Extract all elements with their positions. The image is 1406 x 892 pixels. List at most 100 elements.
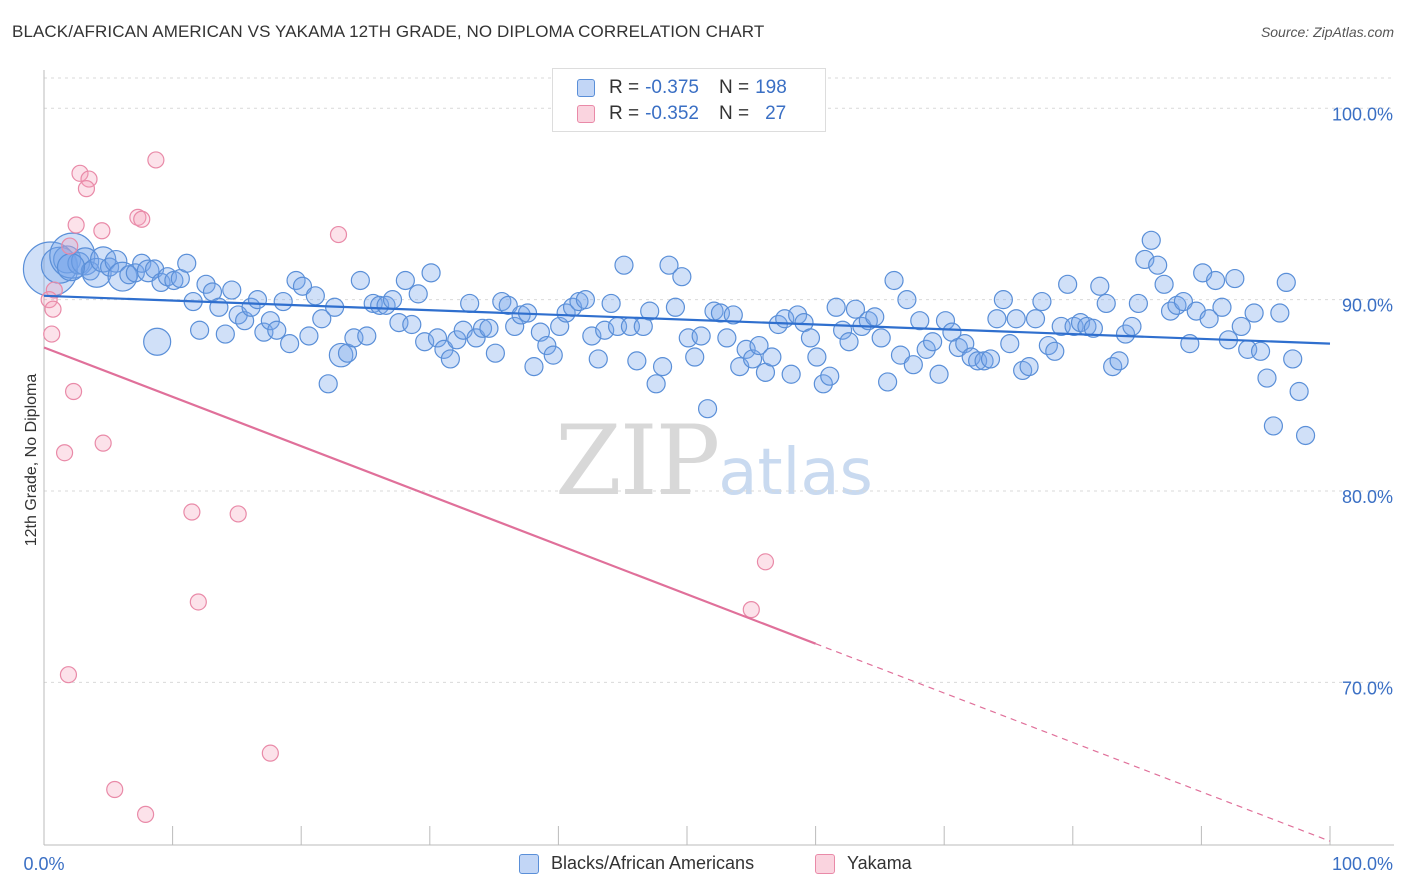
legend-swatch-blue: [519, 853, 539, 874]
data-point-blacks: [104, 249, 128, 273]
data-point-blacks: [1257, 368, 1277, 388]
trendline-yakama-extrapolated: [815, 643, 1331, 842]
x-tick-label: 100.0%: [1332, 854, 1393, 874]
data-point-blacks: [1115, 324, 1136, 344]
r-label: R =: [609, 77, 640, 98]
data-point-blacks: [447, 330, 467, 350]
data-point-blacks: [1019, 357, 1039, 377]
data-point-yakama: [77, 180, 96, 198]
data-point-blacks: [143, 327, 172, 356]
data-point-blacks: [1225, 268, 1245, 289]
r-label: R =: [609, 103, 640, 124]
data-point-blacks: [665, 297, 686, 317]
data-point-blacks: [402, 314, 422, 335]
data-point-blacks: [1045, 341, 1065, 361]
data-point-blacks: [1270, 303, 1290, 323]
data-point-blacks: [659, 255, 679, 275]
data-point-blacks: [299, 326, 319, 346]
data-point-yakama: [133, 210, 151, 228]
data-point-blacks: [81, 257, 112, 288]
data-point-blacks: [305, 286, 325, 306]
data-point-yakama: [44, 300, 62, 318]
legend-item-yakama[interactable]: Yakama: [815, 853, 912, 874]
data-point-blacks: [736, 339, 756, 359]
data-point-blacks: [1205, 270, 1226, 291]
y-tick-label: 70.0%: [1342, 678, 1393, 698]
data-point-blacks: [601, 293, 621, 314]
data-point-blacks: [505, 316, 525, 337]
data-point-blacks: [215, 324, 235, 344]
data-point-blacks: [1122, 316, 1142, 337]
data-point-blacks: [292, 276, 313, 296]
data-point-yakama: [71, 164, 89, 182]
data-point-blacks: [543, 345, 563, 365]
data-point-blacks: [260, 311, 280, 331]
data-point-blacks: [800, 328, 821, 348]
data-point-blacks: [1283, 349, 1303, 369]
data-point-blacks: [395, 270, 415, 291]
n-value: 198: [755, 77, 787, 98]
data-point-blacks: [1128, 293, 1148, 314]
zipatlas-watermark: ZIPatlas: [555, 405, 873, 517]
data-point-blacks: [884, 270, 904, 291]
data-point-blacks: [190, 320, 210, 340]
data-point-blacks: [646, 374, 666, 394]
data-point-yakama: [61, 237, 79, 255]
data-point-blacks: [382, 290, 403, 310]
legend-label: Blacks/African Americans: [551, 853, 755, 873]
data-point-yakama: [94, 434, 112, 452]
data-point-blacks: [929, 364, 949, 384]
data-point-blacks: [1173, 291, 1193, 312]
data-point-yakama: [43, 325, 61, 343]
data-point-blacks: [472, 318, 493, 338]
data-point-blacks: [434, 339, 454, 359]
data-point-blacks: [1289, 381, 1309, 402]
data-point-blacks: [222, 280, 242, 300]
data-point-yakama: [67, 216, 85, 234]
data-point-blacks: [627, 351, 647, 371]
data-point-blacks: [890, 345, 911, 365]
data-point-blacks: [1109, 351, 1129, 371]
data-point-blacks: [916, 339, 936, 359]
data-point-blacks: [247, 290, 268, 310]
data-point-blacks: [691, 326, 711, 346]
chart-title: BLACK/AFRICAN AMERICAN VS YAKAMA 12TH GR…: [12, 22, 765, 41]
data-point-blacks: [871, 328, 891, 348]
data-point-blacks: [408, 284, 428, 304]
data-point-blacks: [1250, 341, 1271, 361]
data-point-blacks: [328, 342, 354, 368]
source-label: Source: ZipAtlas.com: [1260, 24, 1394, 40]
data-point-blacks: [196, 274, 216, 294]
data-point-blacks: [350, 270, 370, 291]
data-point-blacks: [498, 295, 518, 315]
data-point-blacks: [749, 335, 769, 356]
legend-label: Yakama: [847, 853, 912, 873]
data-point-blacks: [1244, 303, 1264, 323]
y-tick-label: 100.0%: [1332, 104, 1393, 124]
data-point-blacks: [357, 326, 377, 346]
data-point-blacks: [595, 320, 615, 340]
data-point-blacks: [1032, 291, 1052, 312]
x-tick-label: 0.0%: [23, 854, 64, 874]
data-point-blacks: [1006, 309, 1026, 329]
data-point-blacks: [136, 259, 160, 283]
data-point-blacks: [640, 301, 660, 321]
data-point-blacks: [1263, 416, 1284, 436]
data-point-blacks: [427, 328, 448, 348]
n-value: 27: [765, 103, 787, 124]
legend-row-blacks: R = -0.375 N = 198: [577, 77, 787, 99]
data-point-blacks: [865, 307, 885, 327]
n-label: N =: [718, 103, 750, 124]
r-value: -0.352: [645, 103, 699, 124]
data-point-blacks: [575, 290, 596, 310]
data-point-blacks: [1148, 255, 1168, 275]
data-point-blacks: [897, 290, 917, 310]
legend-item-blacks[interactable]: Blacks/African Americans: [519, 853, 754, 874]
data-point-blacks: [56, 252, 86, 282]
data-point-blacks: [839, 332, 859, 352]
legend-row-yakama: R = -0.352 N = 27: [577, 103, 786, 125]
data-point-blacks: [421, 263, 441, 283]
data-point-blacks: [845, 299, 866, 319]
data-point-blacks: [312, 309, 332, 329]
data-point-blacks: [1141, 230, 1161, 250]
